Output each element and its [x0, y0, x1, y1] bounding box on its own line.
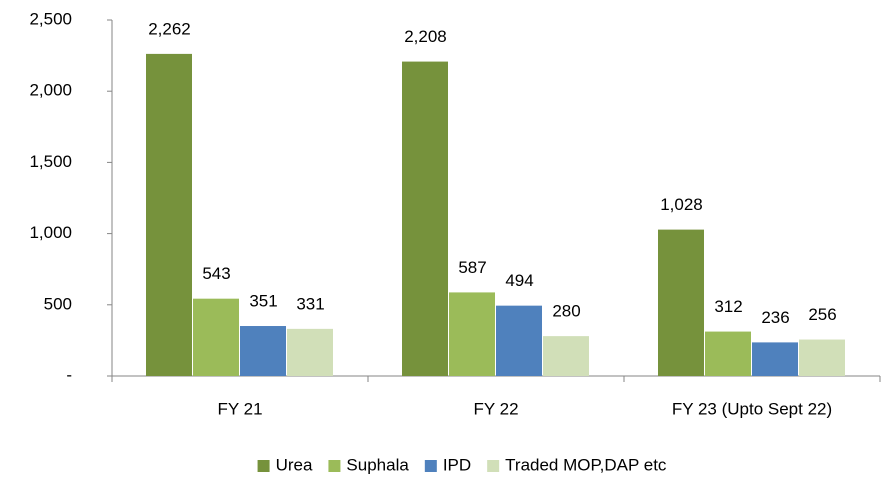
data-label: 494	[505, 271, 533, 290]
data-label: 543	[202, 264, 230, 283]
legend-label: Traded MOP,DAP etc	[505, 455, 667, 474]
legend-swatch	[328, 460, 341, 472]
bar	[402, 61, 448, 376]
bar	[193, 298, 239, 376]
data-label: 236	[761, 308, 789, 327]
bar	[658, 229, 704, 376]
bar	[799, 339, 845, 376]
data-label: 256	[808, 305, 836, 324]
data-label: 2,262	[148, 19, 191, 38]
bar	[287, 328, 333, 376]
bar	[146, 53, 192, 376]
data-label: 2,208	[404, 27, 447, 46]
data-label: 280	[552, 302, 580, 321]
x-tick-label: FY 23 (Upto Sept 22)	[672, 399, 832, 418]
bar	[752, 342, 798, 376]
data-label: 587	[458, 258, 486, 277]
data-label: 351	[249, 292, 277, 311]
x-tick-label: FY 21	[217, 399, 262, 418]
x-tick-label: FY 22	[473, 399, 518, 418]
legend-swatch	[487, 460, 500, 472]
y-tick-label: 500	[44, 294, 72, 313]
legend-swatch	[257, 460, 270, 472]
legend-label: IPD	[443, 455, 471, 474]
data-label: 331	[296, 294, 324, 313]
y-tick-label: 2,000	[29, 81, 72, 100]
legend-label: Urea	[276, 455, 313, 474]
legend-swatch	[424, 460, 437, 472]
bar	[496, 305, 542, 376]
bar	[705, 331, 751, 376]
legend-label: Suphala	[346, 455, 409, 474]
data-label: 1,028	[660, 195, 703, 214]
bar	[240, 326, 286, 376]
bar	[449, 292, 495, 376]
data-label: 312	[714, 297, 742, 316]
bar	[543, 336, 589, 376]
y-tick-label: -	[66, 365, 72, 384]
y-tick-label: 2,500	[29, 9, 72, 28]
y-tick-label: 1,500	[29, 152, 72, 171]
y-tick-label: 1,000	[29, 223, 72, 242]
